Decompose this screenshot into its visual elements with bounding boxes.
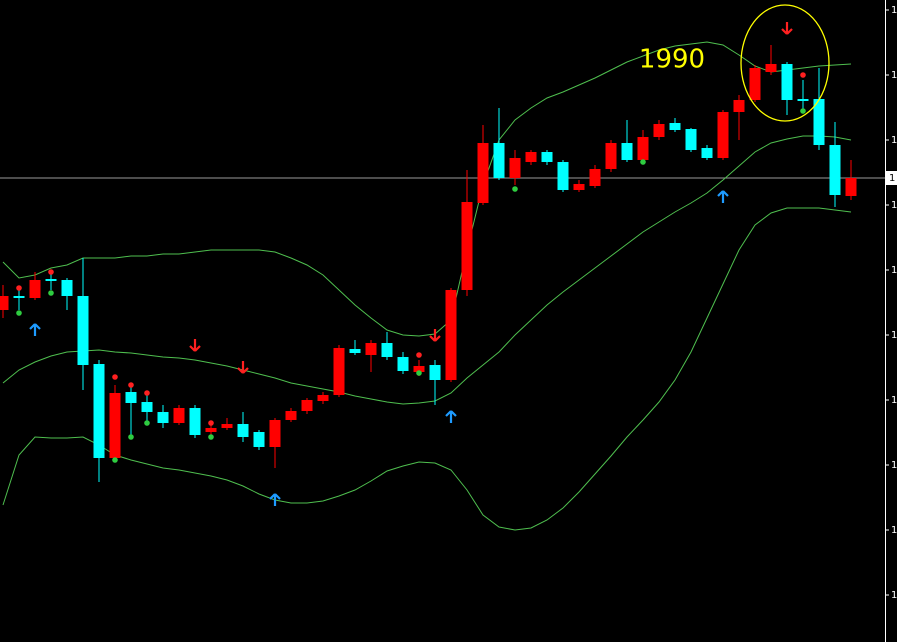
y-tick-label: 1 (891, 525, 897, 536)
signal-dot (48, 269, 54, 275)
candle-body (269, 420, 281, 447)
candle-body (0, 296, 9, 310)
candle-body (461, 202, 473, 290)
signal-dot (144, 420, 150, 426)
candle-body (413, 366, 425, 372)
buy-arrow (717, 190, 729, 203)
candle-body (749, 68, 761, 100)
candle-body (253, 432, 265, 447)
candle-body (573, 184, 585, 190)
bollinger-band (2, 207, 852, 531)
signal-dot (416, 370, 422, 376)
candle-body (189, 408, 201, 435)
candle-body (685, 129, 697, 150)
signal-dot (208, 420, 214, 426)
candle-body (797, 99, 809, 101)
y-tick-label: 1 (891, 330, 897, 341)
signal-dot (16, 310, 22, 316)
y-tick-label: 1 (891, 265, 897, 276)
candle-body (621, 143, 633, 160)
y-tick-label: 1 (891, 70, 897, 81)
candle-body (141, 402, 153, 412)
signal-dot (112, 457, 118, 463)
signal-dot (208, 434, 214, 440)
y-tick-label: 1 (891, 460, 897, 471)
candle-body (781, 64, 793, 100)
candle-body (589, 169, 601, 186)
candle-body (829, 145, 841, 195)
y-tick-label: 1 (891, 5, 897, 16)
candle-body (285, 411, 297, 420)
signal-dot (512, 186, 518, 192)
price-label: 1 (889, 173, 895, 184)
y-tick-label: 1 (891, 590, 897, 601)
candle-body (13, 296, 25, 298)
candle-body (557, 162, 569, 190)
sell-arrow (189, 339, 201, 352)
candle-body (477, 143, 489, 203)
candle-body (637, 137, 649, 160)
y-tick-label: 1 (891, 135, 897, 146)
candle-body (77, 296, 89, 365)
candle-body (333, 348, 345, 395)
signal-dot (800, 72, 806, 78)
candle-body (349, 349, 361, 353)
candle-body (45, 279, 57, 281)
signal-dot (16, 285, 22, 291)
candle-body (765, 64, 777, 72)
candle-body (445, 290, 457, 380)
candle-body (365, 343, 377, 355)
candle-body (29, 280, 41, 298)
signal-dot (128, 382, 134, 388)
candle-body (541, 152, 553, 162)
signal-dot (416, 352, 422, 358)
sell-arrow (781, 22, 793, 35)
candle-body (205, 428, 217, 432)
candle-body (109, 393, 121, 458)
buy-arrow (29, 323, 41, 336)
candle-body (381, 343, 393, 357)
candle-body (525, 152, 537, 162)
buy-arrow (445, 410, 457, 423)
candle-body (317, 395, 329, 401)
candle-body (733, 100, 745, 112)
candle-body (813, 99, 825, 145)
y-tick-label: 1 (891, 395, 897, 406)
candle-body (493, 143, 505, 178)
signal-dot (112, 374, 118, 380)
sell-arrow (429, 329, 441, 342)
price-label-box (886, 171, 897, 185)
candle-body (237, 424, 249, 437)
candle-body (669, 123, 681, 130)
candle-body (157, 412, 169, 423)
buy-arrow (269, 493, 281, 506)
candle-body (701, 148, 713, 158)
highlight-ellipse (740, 4, 830, 122)
candle-body (93, 364, 105, 458)
candle-body (509, 158, 521, 178)
annotation: 1990 (639, 45, 705, 75)
signal-dot (128, 434, 134, 440)
candle-body (397, 357, 409, 371)
candle-body (61, 280, 73, 296)
candle-body (301, 400, 313, 411)
candle-body (429, 365, 441, 380)
candle-body (653, 124, 665, 137)
bollinger-band (2, 135, 852, 405)
bollinger-band (2, 41, 852, 337)
signal-dot (800, 108, 806, 114)
sell-arrow (237, 361, 249, 374)
signal-dot (48, 290, 54, 296)
candle-body (717, 112, 729, 158)
candle-body (173, 408, 185, 423)
candle-body (845, 178, 857, 196)
signal-dot (640, 159, 646, 165)
candle-body (605, 143, 617, 169)
candle-body (221, 424, 233, 428)
y-tick-label: 1 (891, 200, 897, 211)
signal-dot (144, 390, 150, 396)
candle-body (125, 392, 137, 403)
